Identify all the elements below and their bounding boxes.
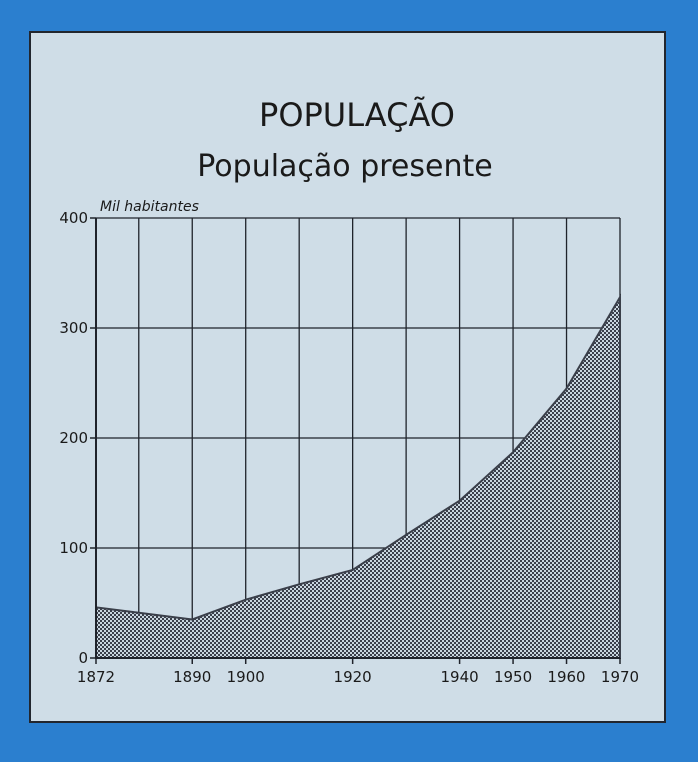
- x-tick-label: 1960: [547, 668, 585, 686]
- y-tick-label: 100: [59, 539, 88, 557]
- area: [95, 293, 621, 659]
- x-tick-label: 1920: [334, 668, 372, 686]
- y-tick-label: 400: [59, 209, 88, 227]
- y-tick-label: 300: [59, 319, 88, 337]
- y-tick-label: 0: [78, 649, 88, 667]
- x-tick-label: 1872: [77, 668, 115, 686]
- x-tick-label: 1970: [601, 668, 639, 686]
- x-tick-label: 1890: [173, 668, 211, 686]
- y-tick-label: 200: [59, 429, 88, 447]
- x-tick-label: 1900: [227, 668, 265, 686]
- y-axis-label: Mil habitantes: [100, 199, 199, 215]
- x-tick-label: 1940: [440, 668, 478, 686]
- x-tick-label: 1950: [494, 668, 532, 686]
- chart-title: POPULAÇÃO: [259, 96, 455, 134]
- chart-subtitle: População presente: [197, 149, 492, 184]
